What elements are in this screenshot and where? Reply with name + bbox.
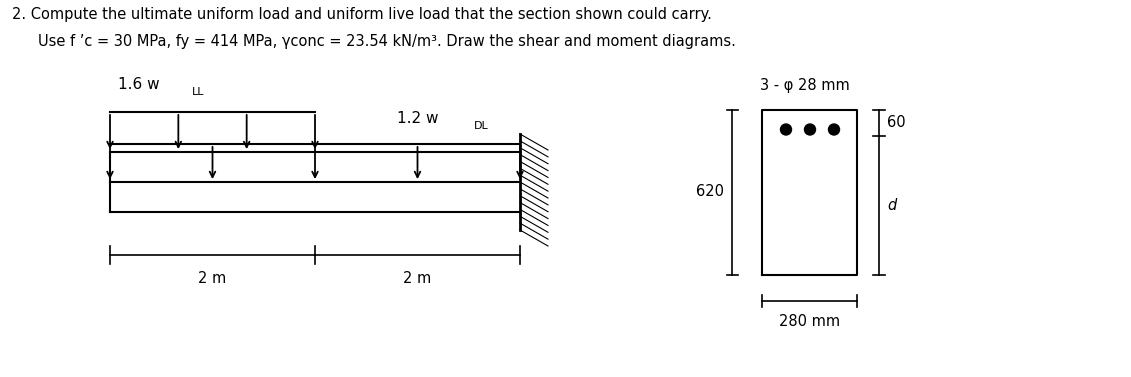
Text: DL: DL bbox=[474, 121, 489, 131]
Text: d: d bbox=[888, 198, 897, 213]
Text: 620: 620 bbox=[697, 184, 725, 199]
Text: LL: LL bbox=[192, 87, 205, 97]
Text: 3 - φ 28 mm: 3 - φ 28 mm bbox=[760, 78, 849, 93]
Text: 1.2 w: 1.2 w bbox=[397, 111, 439, 126]
Circle shape bbox=[780, 124, 792, 135]
Text: 60: 60 bbox=[888, 115, 906, 130]
Text: Use f ’c = 30 MPa, fy = 414 MPa, γconc = 23.54 kN/m³. Draw the shear and moment : Use f ’c = 30 MPa, fy = 414 MPa, γconc =… bbox=[38, 34, 736, 49]
Text: 2 m: 2 m bbox=[404, 271, 432, 286]
Text: 2. Compute the ultimate uniform load and uniform live load that the section show: 2. Compute the ultimate uniform load and… bbox=[12, 7, 711, 22]
Text: 280 mm: 280 mm bbox=[779, 314, 840, 328]
Circle shape bbox=[829, 124, 839, 135]
Text: 1.6 w: 1.6 w bbox=[118, 77, 159, 92]
Text: 2 m: 2 m bbox=[198, 271, 226, 286]
Circle shape bbox=[804, 124, 815, 135]
